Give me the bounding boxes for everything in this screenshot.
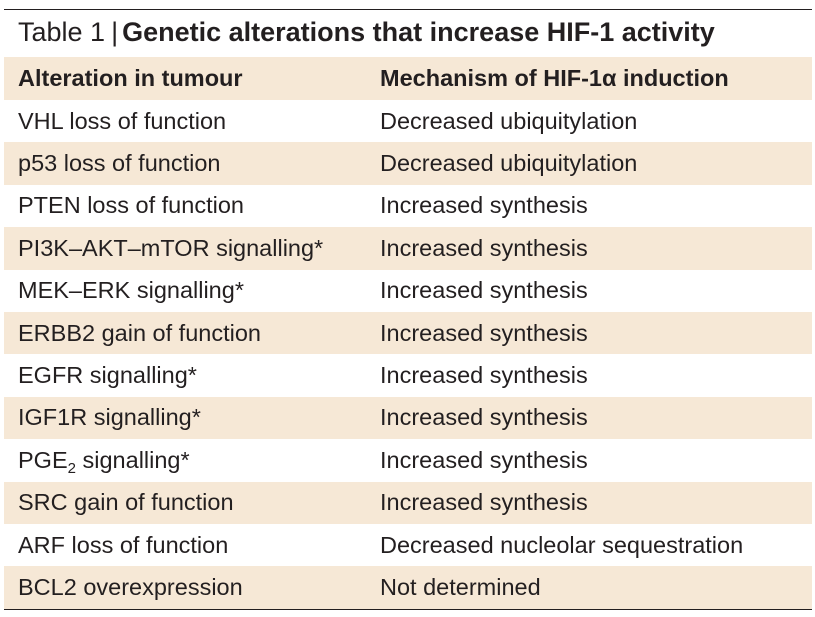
table-row: MEK–ERK signalling* Increased synthesis xyxy=(4,270,812,312)
alteration-cell: EGFR signalling* xyxy=(18,362,197,389)
alteration-cell: PTEN loss of function xyxy=(18,192,244,219)
alteration-cell: IGF1R signalling* xyxy=(18,404,201,431)
table-row: ARF loss of function Decreased nucleolar… xyxy=(4,524,812,566)
top-rule xyxy=(4,9,812,10)
header-row: Alteration in tumour Mechanism of HIF-1α… xyxy=(4,57,812,100)
alteration-cell: BCL2 overexpression xyxy=(18,573,243,600)
mechanism-cell: Increased synthesis xyxy=(380,404,588,431)
table-row: ERBB2 gain of function Increased synthes… xyxy=(4,311,812,355)
alteration-cell: PI3K–AKT–mTOR signalling* xyxy=(18,234,324,261)
mechanism-cell: Increased synthesis xyxy=(380,192,588,219)
table-row: IGF1R signalling* Increased synthesis xyxy=(4,396,812,440)
header-alteration: Alteration in tumour xyxy=(18,65,243,91)
alteration-cell: VHL loss of function xyxy=(18,107,227,134)
mechanism-cell: Increased synthesis xyxy=(380,446,588,473)
alteration-cell: ERBB2 gain of function xyxy=(18,319,261,346)
table-row: PGE2 signalling* Increased synthesis xyxy=(4,439,812,481)
mechanism-cell: Increased synthesis xyxy=(380,319,588,346)
table-label: Table 1 xyxy=(18,17,106,47)
mechanism-cell: Increased synthesis xyxy=(380,362,588,389)
mechanism-cell: Increased synthesis xyxy=(380,489,588,516)
mechanism-cell: Decreased ubiquitylation xyxy=(380,150,638,177)
caption-separator: | xyxy=(111,17,119,47)
table-row: PTEN loss of function Increased synthesi… xyxy=(4,185,812,227)
table-caption: Table 1 | Genetic alterations that increas… xyxy=(18,15,715,49)
table-title: Genetic alterations that increase HIF-1 … xyxy=(122,17,715,47)
table-row: PI3K–AKT–mTOR signalling* Increased synt… xyxy=(4,227,812,270)
table-row: EGFR signalling* Increased synthesis xyxy=(4,354,812,396)
header-mechanism: Mechanism of HIF-1α induction xyxy=(380,65,729,91)
table-row: BCL2 overexpression Not determined xyxy=(4,566,812,609)
pge-subscript: 2 xyxy=(67,459,76,477)
alterations-table: Alteration in tumour Mechanism of HIF-1α… xyxy=(4,57,812,609)
table-row: p53 loss of function Decreased ubiquityl… xyxy=(4,142,812,185)
mechanism-cell: Increased synthesis xyxy=(380,277,588,304)
mechanism-cell: Increased synthesis xyxy=(380,234,588,261)
alteration-cell: SRC gain of function xyxy=(18,489,234,516)
alteration-cell: p53 loss of function xyxy=(18,150,221,177)
alteration-cell: MEK–ERK signalling* xyxy=(18,277,244,304)
table-row: SRC gain of function Increased synthesis xyxy=(4,481,812,524)
mechanism-cell: Decreased ubiquitylation xyxy=(380,107,638,134)
bottom-rule xyxy=(4,609,812,610)
alteration-cell-pge2: PGE2 signalling* xyxy=(4,439,366,481)
table-row: VHL loss of function Decreased ubiquityl… xyxy=(4,100,812,142)
alteration-cell: ARF loss of function xyxy=(18,531,229,558)
pge-rest: signalling* xyxy=(75,446,190,473)
pge-base: PGE xyxy=(18,446,68,473)
mechanism-cell: Decreased nucleolar sequestration xyxy=(380,531,744,558)
mechanism-cell: Not determined xyxy=(380,573,541,600)
